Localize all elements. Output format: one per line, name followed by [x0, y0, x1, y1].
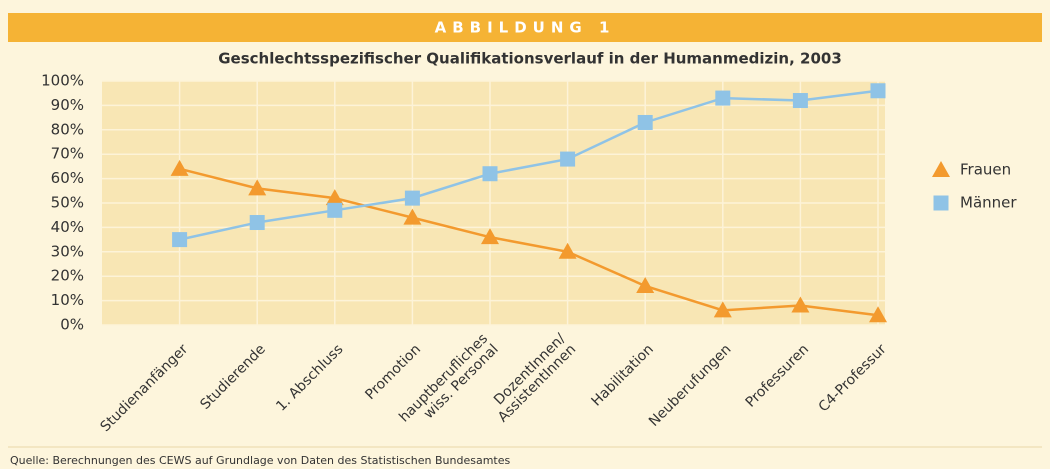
marker: [172, 232, 188, 248]
legend-label: Männer: [960, 194, 1017, 212]
marker: [933, 195, 949, 211]
marker: [560, 151, 576, 167]
marker: [715, 90, 731, 106]
y-tick-label: 30%: [51, 242, 84, 260]
y-tick-label: 70%: [51, 145, 84, 163]
marker: [327, 202, 343, 218]
marker: [404, 190, 420, 206]
y-tick-label: 90%: [51, 96, 84, 114]
marker: [325, 189, 344, 206]
marker: [403, 208, 422, 225]
y-tick-label: 40%: [51, 218, 84, 236]
series-line: [179, 167, 879, 317]
marker: [791, 296, 810, 313]
marker: [482, 166, 498, 182]
marker: [869, 306, 887, 323]
marker: [248, 179, 267, 196]
marker: [558, 242, 577, 259]
marker: [713, 301, 732, 318]
series-line: [179, 89, 879, 241]
header-bar: [8, 13, 1042, 42]
marker: [870, 83, 886, 99]
legend-label: Frauen: [960, 161, 1011, 179]
y-tick-label: 0%: [60, 316, 84, 334]
chart-title: Geschlechtsspezifischer Qualifikationsve…: [218, 50, 842, 68]
y-tick-label: 10%: [51, 291, 84, 309]
marker: [170, 159, 189, 176]
y-tick-label: 20%: [51, 267, 84, 285]
marker: [481, 228, 499, 245]
y-tick-label: 60%: [51, 169, 84, 187]
marker: [932, 161, 950, 177]
y-tick-label: 50%: [51, 194, 84, 212]
marker: [637, 114, 653, 130]
marker: [249, 215, 265, 231]
source: Quelle: Berechnungen des CEWS auf Grundl…: [10, 454, 511, 467]
header: ABBILDUNG 1: [435, 19, 616, 37]
marker: [792, 93, 808, 109]
marker: [636, 276, 655, 293]
y-tick-label: 100%: [41, 72, 84, 90]
y-tick-label: 80%: [51, 120, 84, 138]
